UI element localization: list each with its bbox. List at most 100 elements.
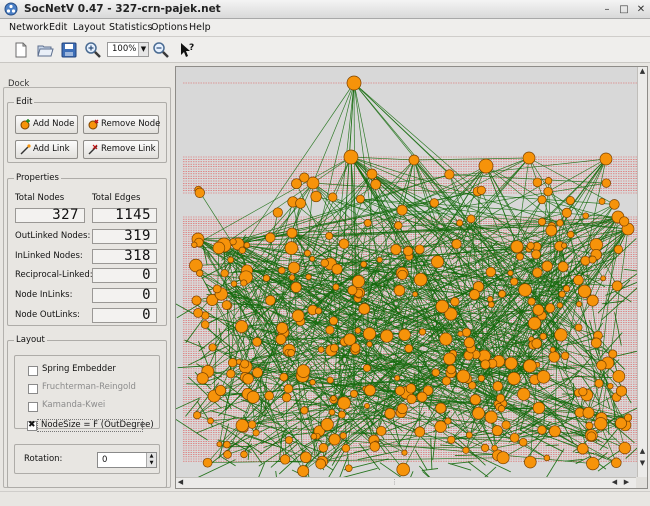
graph-edge (597, 377, 606, 406)
graph-node (229, 238, 237, 246)
remove-node-button[interactable]: Remove Node (83, 115, 160, 134)
add-node-button[interactable]: Add Node (15, 115, 78, 134)
graph-node (481, 443, 490, 452)
graph-edge (486, 252, 490, 268)
scroll-right-icon[interactable]: ▶ (623, 478, 630, 486)
graph-node (567, 230, 575, 239)
menu-options[interactable]: Options (151, 22, 188, 33)
graph-node (291, 309, 305, 323)
graph-edge (519, 400, 530, 431)
scroll-handle-grip[interactable]: ⋮ (391, 478, 398, 486)
graph-node (221, 300, 232, 310)
graph-edge (338, 417, 379, 421)
graph-node (539, 332, 547, 341)
graph-edge (365, 264, 384, 298)
open-file-icon[interactable] (36, 41, 54, 59)
graph-node (380, 329, 394, 343)
vertical-scrollbar[interactable]: ▲ ▲ ▼ (637, 67, 647, 478)
horizontal-scrollbar[interactable]: ◀ ⋮ ◀ ▶ (176, 477, 637, 488)
menu-help[interactable]: Help (189, 22, 211, 33)
graph-node (189, 258, 203, 273)
network-graph[interactable] (176, 67, 637, 478)
title-bar[interactable]: SocNetV 0.47 - 327-crn-pajek.net – □ ✕ (0, 0, 650, 19)
graph-node (212, 284, 222, 294)
graph-edge (457, 409, 468, 416)
graph-edge (416, 291, 423, 302)
graph-node (216, 441, 223, 448)
graph-node (414, 244, 425, 255)
add-link-button[interactable]: Add Link (15, 140, 78, 159)
zoom-in-icon[interactable] (84, 41, 102, 59)
graph-edge (208, 338, 222, 368)
fruchterman-reingold-checkbox[interactable] (28, 384, 38, 394)
graph-edge (213, 247, 220, 397)
spring-embedder-checkbox[interactable] (28, 366, 38, 376)
graph-edge (279, 433, 283, 460)
whats-this-icon[interactable]: ? (178, 41, 196, 59)
graph-canvas[interactable]: ▲ ▲ ▼ ◀ ⋮ ◀ ▶ (175, 66, 648, 489)
graph-edge (583, 256, 617, 270)
graph-edge (471, 290, 485, 309)
kamanda-kwei-label[interactable]: Kamanda-Kwei (42, 400, 106, 410)
zoom-out-icon[interactable] (152, 41, 170, 59)
rotation-spinbox[interactable]: 0 ▲ ▼ (97, 452, 157, 468)
graph-node (309, 255, 316, 262)
graph-node (532, 267, 543, 278)
close-button[interactable]: ✕ (636, 4, 646, 15)
graph-node (394, 375, 401, 382)
save-icon[interactable] (60, 41, 78, 59)
graph-node (300, 406, 309, 415)
nodesize-outdegree-label[interactable]: NodeSize = F (OutDegree) (41, 420, 154, 430)
graph-node (487, 296, 494, 303)
menu-layout[interactable]: Layout (73, 22, 106, 33)
svg-text:?: ? (189, 43, 194, 53)
graph-edge (312, 82, 355, 184)
graph-edge (256, 421, 294, 436)
graph-node (318, 443, 329, 453)
graph-edge (273, 358, 313, 392)
graph-edge (428, 322, 450, 339)
nodesize-outdegree-checkbox[interactable] (27, 420, 37, 431)
graph-edge (597, 279, 631, 314)
graph-node (598, 197, 606, 205)
graph-edge (547, 191, 586, 217)
new-file-icon[interactable] (12, 41, 30, 59)
dock-title: Dock (8, 79, 30, 89)
scroll-up-icon[interactable]: ▲ (639, 447, 646, 455)
kamanda-kwei-checkbox[interactable] (28, 402, 38, 412)
remove-link-button[interactable]: Remove Link (83, 140, 159, 159)
minimize-button[interactable]: – (604, 4, 610, 15)
spring-embedder-label[interactable]: Spring Embedder (42, 364, 116, 374)
scroll-up-icon[interactable]: ▲ (639, 67, 646, 75)
menu-statistics[interactable]: Statistics (109, 22, 153, 33)
graph-node (212, 241, 226, 255)
graph-node (609, 199, 620, 210)
graph-edge (498, 228, 629, 408)
graph-edge (357, 450, 399, 461)
graph-edge (308, 344, 341, 360)
menu-network[interactable]: Network (9, 22, 49, 33)
menu-edit[interactable]: Edit (49, 22, 68, 33)
fruchterman-reingold-label[interactable]: Fruchterman-Reingold (42, 382, 136, 392)
graph-edge (223, 174, 450, 246)
graph-node (362, 327, 377, 341)
scroll-left-icon[interactable]: ◀ (611, 478, 618, 486)
spin-up-icon[interactable]: ▲ (146, 453, 156, 460)
graph-edge (257, 462, 266, 478)
graph-node (265, 295, 276, 306)
spin-down-icon[interactable]: ▼ (146, 460, 156, 467)
graph-edge (378, 385, 399, 402)
graph-edge (323, 353, 334, 375)
graph-edge (314, 370, 357, 401)
graph-edge (578, 216, 619, 328)
graph-node (543, 186, 553, 197)
scroll-left-icon[interactable]: ◀ (177, 478, 184, 486)
scroll-down-icon[interactable]: ▼ (639, 459, 646, 467)
maximize-button[interactable]: □ (619, 4, 629, 15)
graph-edge (547, 158, 607, 192)
graph-node (331, 263, 343, 275)
graph-edge (176, 418, 208, 441)
zoom-select[interactable]: 100% ▼ (107, 42, 149, 57)
chevron-down-icon[interactable]: ▼ (138, 43, 148, 56)
graph-node (444, 169, 455, 180)
